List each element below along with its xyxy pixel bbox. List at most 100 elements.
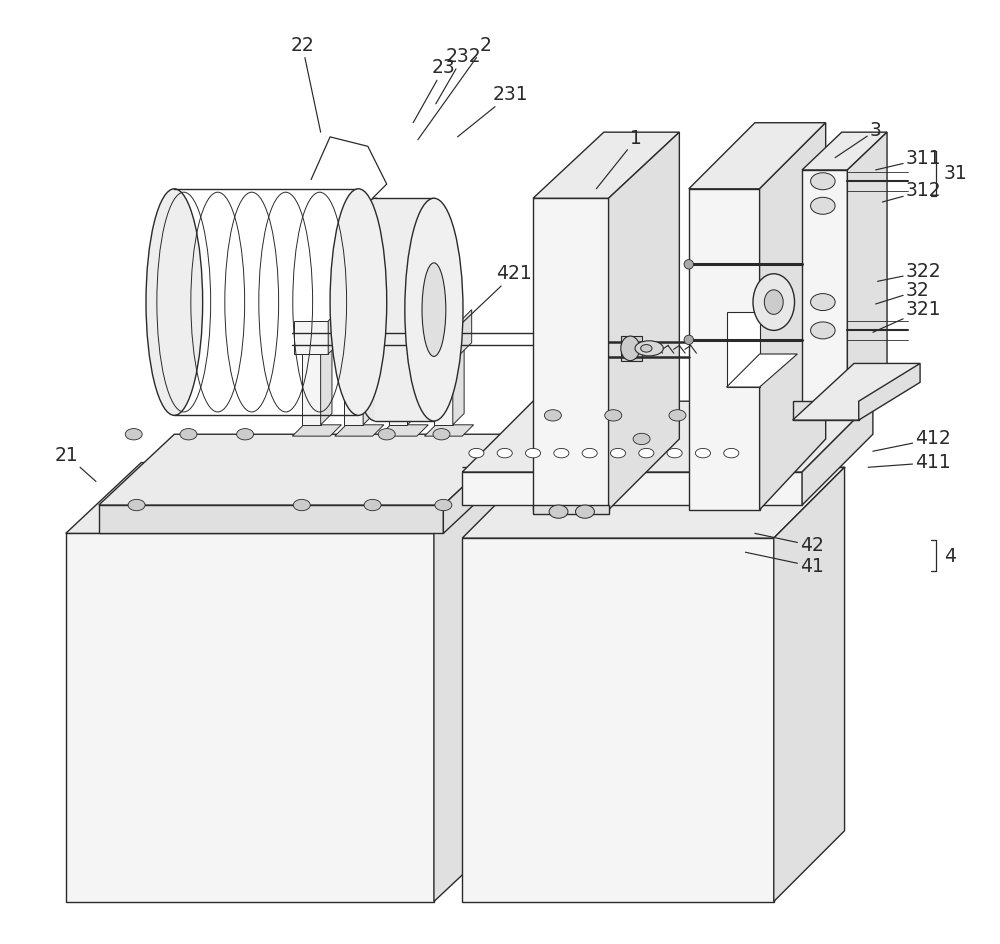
Text: 322: 322: [878, 262, 942, 281]
Polygon shape: [689, 189, 760, 510]
Text: 412: 412: [873, 430, 951, 451]
Text: 421: 421: [462, 264, 532, 323]
Polygon shape: [426, 321, 460, 354]
Ellipse shape: [811, 197, 835, 214]
Polygon shape: [321, 343, 332, 425]
Polygon shape: [328, 310, 340, 354]
Polygon shape: [802, 401, 873, 505]
Ellipse shape: [610, 448, 626, 458]
Ellipse shape: [405, 198, 463, 421]
Ellipse shape: [641, 345, 652, 352]
Polygon shape: [774, 467, 845, 902]
Ellipse shape: [433, 429, 450, 440]
Ellipse shape: [605, 410, 622, 421]
Text: 22: 22: [290, 36, 321, 132]
Polygon shape: [462, 401, 873, 472]
Polygon shape: [453, 343, 464, 425]
Polygon shape: [462, 472, 802, 505]
Polygon shape: [793, 363, 920, 420]
Polygon shape: [847, 132, 887, 408]
Polygon shape: [802, 170, 847, 408]
Ellipse shape: [669, 410, 686, 421]
Ellipse shape: [330, 189, 387, 415]
Polygon shape: [462, 467, 845, 538]
Polygon shape: [760, 123, 826, 510]
Ellipse shape: [764, 290, 783, 314]
Ellipse shape: [349, 198, 402, 421]
Polygon shape: [802, 132, 887, 170]
Polygon shape: [294, 321, 328, 354]
Polygon shape: [344, 354, 363, 425]
Polygon shape: [415, 310, 426, 354]
Polygon shape: [302, 354, 321, 425]
Ellipse shape: [811, 294, 835, 311]
Ellipse shape: [811, 173, 835, 190]
Text: 1: 1: [596, 129, 642, 189]
Ellipse shape: [576, 505, 594, 518]
Text: 42: 42: [755, 533, 824, 555]
Ellipse shape: [146, 189, 203, 415]
Text: 3: 3: [835, 121, 882, 158]
Polygon shape: [363, 343, 374, 425]
Ellipse shape: [497, 448, 512, 458]
Ellipse shape: [469, 448, 484, 458]
Ellipse shape: [811, 322, 835, 339]
Text: 21: 21: [54, 446, 96, 481]
Polygon shape: [66, 533, 434, 902]
Polygon shape: [533, 198, 609, 510]
Ellipse shape: [582, 448, 597, 458]
Polygon shape: [66, 463, 509, 533]
Polygon shape: [793, 401, 859, 420]
Polygon shape: [462, 538, 774, 902]
Ellipse shape: [635, 341, 663, 356]
Ellipse shape: [684, 260, 694, 269]
Polygon shape: [443, 434, 519, 533]
Text: 32: 32: [876, 281, 930, 304]
Polygon shape: [407, 343, 419, 425]
Polygon shape: [99, 505, 443, 533]
Ellipse shape: [684, 335, 694, 345]
Text: 231: 231: [458, 85, 528, 137]
Ellipse shape: [125, 429, 142, 440]
Polygon shape: [609, 132, 679, 510]
Polygon shape: [424, 425, 474, 436]
Polygon shape: [389, 354, 407, 425]
Polygon shape: [727, 312, 760, 387]
Ellipse shape: [180, 429, 197, 440]
Ellipse shape: [554, 448, 569, 458]
Ellipse shape: [549, 505, 568, 518]
Text: 41: 41: [745, 552, 824, 576]
Polygon shape: [379, 425, 428, 436]
Text: 311: 311: [876, 149, 942, 170]
Ellipse shape: [724, 448, 739, 458]
Ellipse shape: [639, 448, 654, 458]
Ellipse shape: [435, 499, 452, 511]
Polygon shape: [371, 310, 382, 354]
Polygon shape: [621, 336, 642, 361]
Ellipse shape: [544, 410, 561, 421]
Polygon shape: [335, 425, 384, 436]
Polygon shape: [434, 354, 453, 425]
Text: 321: 321: [873, 300, 942, 332]
Polygon shape: [375, 198, 434, 421]
Text: 4: 4: [944, 547, 956, 565]
Text: 312: 312: [882, 181, 942, 202]
Ellipse shape: [293, 499, 310, 511]
Text: 232: 232: [436, 47, 481, 104]
Ellipse shape: [422, 262, 446, 357]
Polygon shape: [533, 132, 679, 198]
Ellipse shape: [621, 336, 640, 361]
Text: 411: 411: [868, 453, 951, 472]
Ellipse shape: [667, 448, 682, 458]
Polygon shape: [859, 363, 920, 420]
Polygon shape: [460, 310, 472, 354]
Polygon shape: [292, 425, 341, 436]
Ellipse shape: [695, 448, 711, 458]
Polygon shape: [727, 354, 797, 387]
Ellipse shape: [364, 499, 381, 511]
Ellipse shape: [237, 429, 254, 440]
Text: 31: 31: [944, 164, 967, 183]
Ellipse shape: [525, 448, 541, 458]
Ellipse shape: [128, 499, 145, 511]
Polygon shape: [381, 321, 415, 354]
